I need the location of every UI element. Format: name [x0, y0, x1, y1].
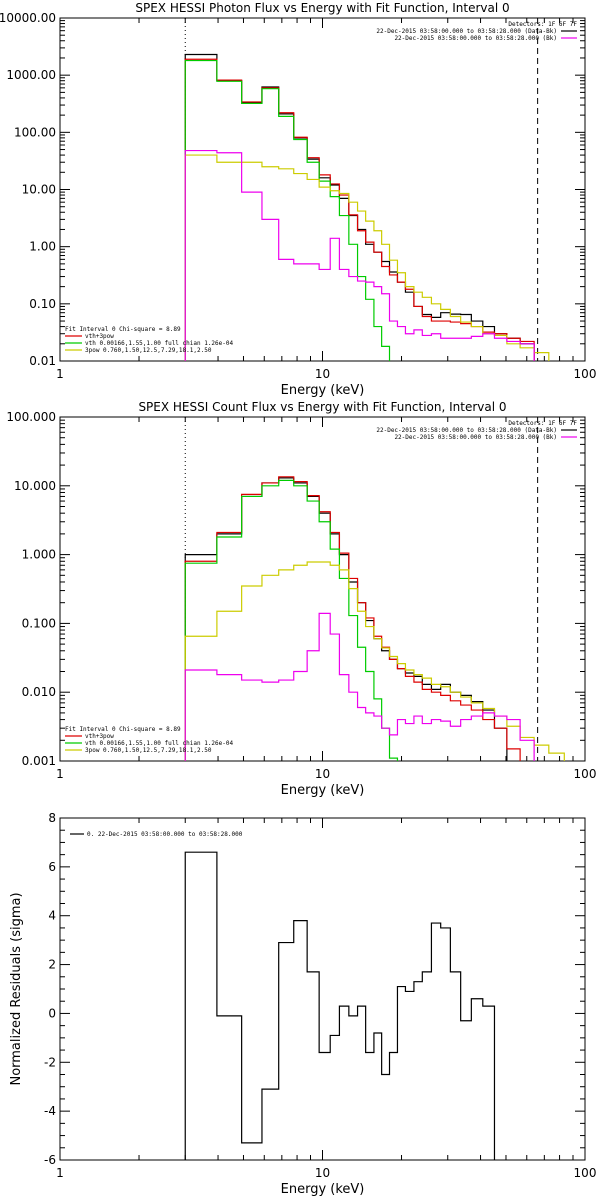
y-tick-label: 8 — [48, 811, 56, 825]
y-tick-label: -4 — [44, 1104, 56, 1118]
x-tick-label: 100 — [574, 367, 597, 381]
detectors-label: Detectors: 1F 6F 7F — [508, 21, 577, 28]
x-tick-label: 10 — [315, 1166, 330, 1180]
x-tick-label: 1 — [56, 367, 64, 381]
series-background-line — [184, 149, 535, 361]
legend-left-label: vth 0.00166,1.55,1.00 full chian 1.26e-0… — [85, 340, 233, 347]
series-3pow-line — [184, 154, 550, 361]
legend-right-label: 22-Dec-2015 03:58:00.000 to 03:58:28.000… — [394, 434, 557, 441]
y-tick-label: 10.00 — [22, 183, 56, 197]
x-tick-label: 10 — [315, 767, 330, 781]
chart-title: SPEX HESSI Photon Flux vs Energy with Fi… — [135, 1, 509, 15]
chart-title: SPEX HESSI Count Flux vs Energy with Fit… — [138, 400, 506, 414]
plot-frame — [59, 416, 586, 762]
chart-panel-1: SPEX HESSI Count Flux vs Energy with Fit… — [6, 400, 597, 798]
data-series-group — [184, 851, 496, 1160]
y-tick-label: 1000.00 — [6, 68, 56, 82]
chart-panel-2: 1 10 100 -6 -4 -2 0 2 4 6 8 Energy (keV) Normalized … — [9, 811, 597, 1197]
y-tick-label: 2 — [48, 958, 56, 972]
y-axis-label: Normalized Residuals (sigma) — [9, 892, 24, 1085]
y-tick-label: 1.00 — [29, 240, 56, 254]
data-series-group — [184, 53, 550, 361]
series-3pow-line — [184, 561, 565, 761]
y-tick-label: -6 — [44, 1153, 56, 1167]
series-vth-line — [184, 479, 399, 761]
y-tick-label: 10000.00 — [0, 11, 56, 25]
y-tick-label: 1.000 — [22, 548, 56, 562]
y-tick-label: 0.01 — [29, 354, 56, 368]
x-tick-label: 10 — [315, 367, 330, 381]
legend-right-label: 22-Dec-2015 03:58:00.000 to 03:58:28.000… — [394, 35, 557, 42]
fit-header: Fit Interval 0 Chi-square = 8.89 — [65, 326, 181, 333]
y-tick-label: 6 — [48, 860, 56, 874]
detectors-label: Detectors: 1F 6F 7F — [508, 420, 577, 427]
legend-left-label: 0. 22-Dec-2015 03:58:00.000 to 03:58:28.… — [87, 831, 243, 838]
legend-left-label: vth+3pow — [85, 333, 114, 340]
series-data-line — [184, 851, 496, 1160]
legend-left-label: vth 0.00166,1.55,1.00 full chian 1.26e-0… — [85, 740, 233, 747]
x-tick-label: 1 — [56, 1166, 64, 1180]
legend-left-label: 3pow 0.760,1.50,12.5,7.29,18.1,2.50 — [85, 347, 212, 354]
fit-header: Fit Interval 0 Chi-square = 8.89 — [65, 726, 181, 733]
x-axis-label: Energy (keV) — [281, 383, 365, 398]
legend-right-label: 22-Dec-2015 03:58:00.000 to 03:58:28.000… — [376, 427, 557, 434]
y-tick-label: 10.000 — [14, 479, 56, 493]
plot-frame — [59, 817, 586, 1161]
y-tick-label: -2 — [44, 1055, 56, 1069]
series-vth-line — [184, 59, 391, 361]
x-tick-label: 1 — [56, 767, 64, 781]
y-tick-label: 0.001 — [22, 754, 56, 768]
y-tick-label: 0.100 — [22, 616, 56, 630]
x-axis-label: Energy (keV) — [281, 783, 365, 798]
y-tick-label: 0.010 — [22, 685, 56, 699]
series-background-line — [184, 612, 535, 761]
legend-left-label: 3pow 0.760,1.50,12.5,7.29,18.1,2.50 — [85, 747, 212, 754]
y-tick-label: 100.00 — [14, 125, 56, 139]
legend-right-label: 22-Dec-2015 03:58:00.000 to 03:58:28.000… — [376, 28, 557, 35]
series-vth_plus_3pow-line — [184, 58, 535, 361]
y-tick-label: 100.000 — [6, 410, 56, 424]
x-tick-label: 100 — [574, 767, 597, 781]
plot-frame — [59, 17, 586, 362]
chart-panel-0: SPEX HESSI Photon Flux vs Energy with Fi… — [0, 1, 597, 398]
y-tick-label: 0.10 — [29, 297, 56, 311]
series-data-line — [184, 53, 535, 361]
data-series-group — [184, 476, 565, 761]
x-axis-label: Energy (keV) — [281, 1182, 365, 1197]
y-tick-label: 4 — [48, 909, 56, 923]
x-tick-label: 100 — [574, 1166, 597, 1180]
y-tick-label: 0 — [48, 1006, 56, 1020]
legend-left-label: vth+3pow — [85, 733, 114, 740]
